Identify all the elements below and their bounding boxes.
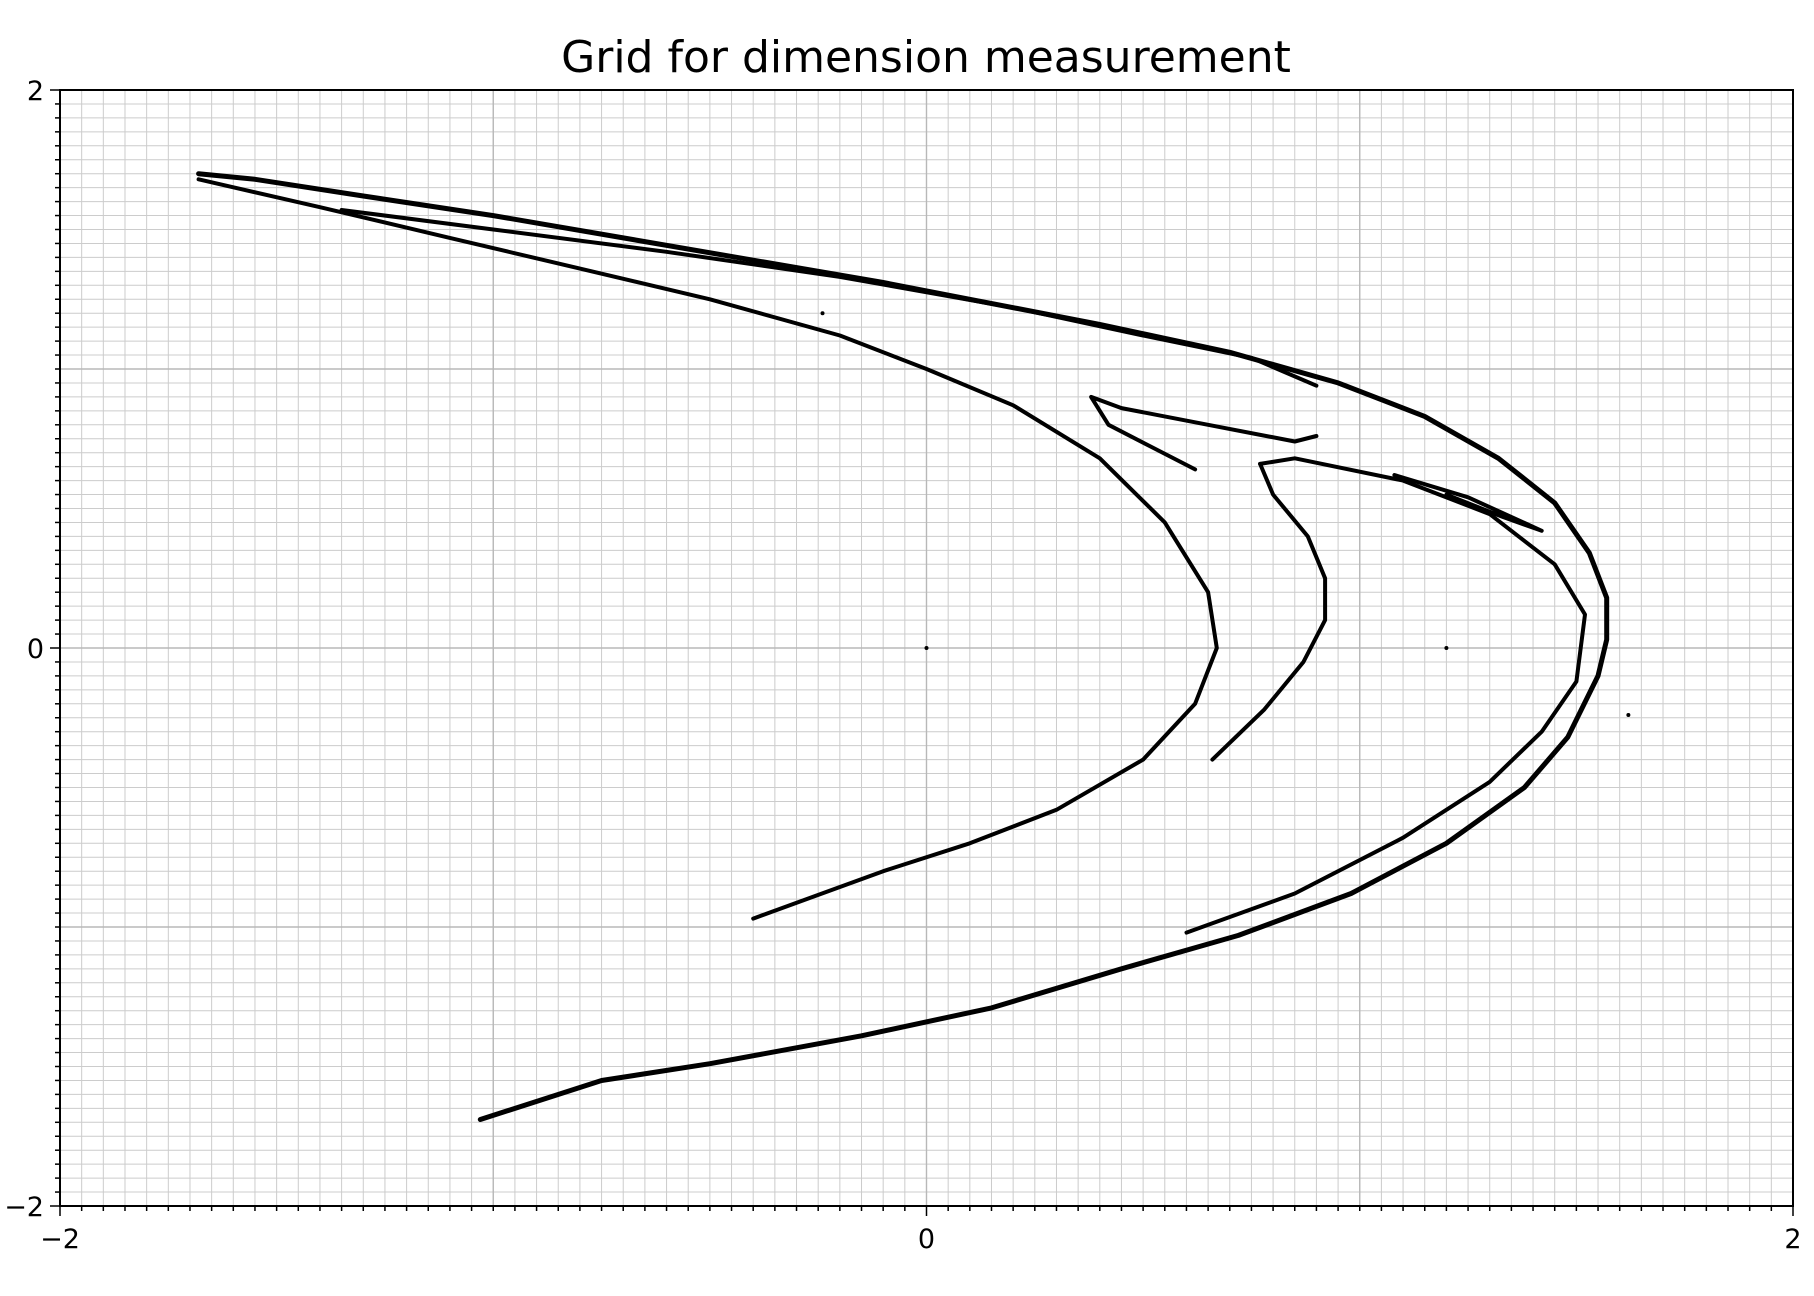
tick-labels: −2 0 2 −2 0 2 [4, 76, 1801, 1255]
plot-area: −2 0 2 −2 0 2 [4, 76, 1801, 1255]
y-tick-label: −2 [4, 1192, 44, 1223]
x-tick-label: −2 [40, 1224, 80, 1255]
data-point [924, 646, 929, 650]
ticks [50, 89, 1794, 1216]
attractor-branch-4 [1089, 394, 1319, 472]
x-tick-label: 2 [1784, 1224, 1801, 1255]
attractor-branch-6 [1210, 461, 1328, 762]
x-tick-label: 0 [918, 1224, 935, 1255]
data-point [1444, 646, 1449, 650]
y-tick-label: 0 [27, 634, 44, 665]
attractor-branch-3 [339, 208, 1319, 388]
attractor-branch-1 [196, 171, 1610, 1122]
attractor-branch-5 [1184, 456, 1587, 935]
y-tick-label: 2 [27, 76, 44, 107]
data-point [1626, 712, 1631, 717]
attractor-branch-2 [196, 177, 1219, 921]
chart-title: Grid for dimension measurement [561, 32, 1291, 83]
data-point [820, 311, 825, 316]
data-layer [196, 171, 1631, 1122]
attractor-branch-7 [1392, 473, 1544, 533]
